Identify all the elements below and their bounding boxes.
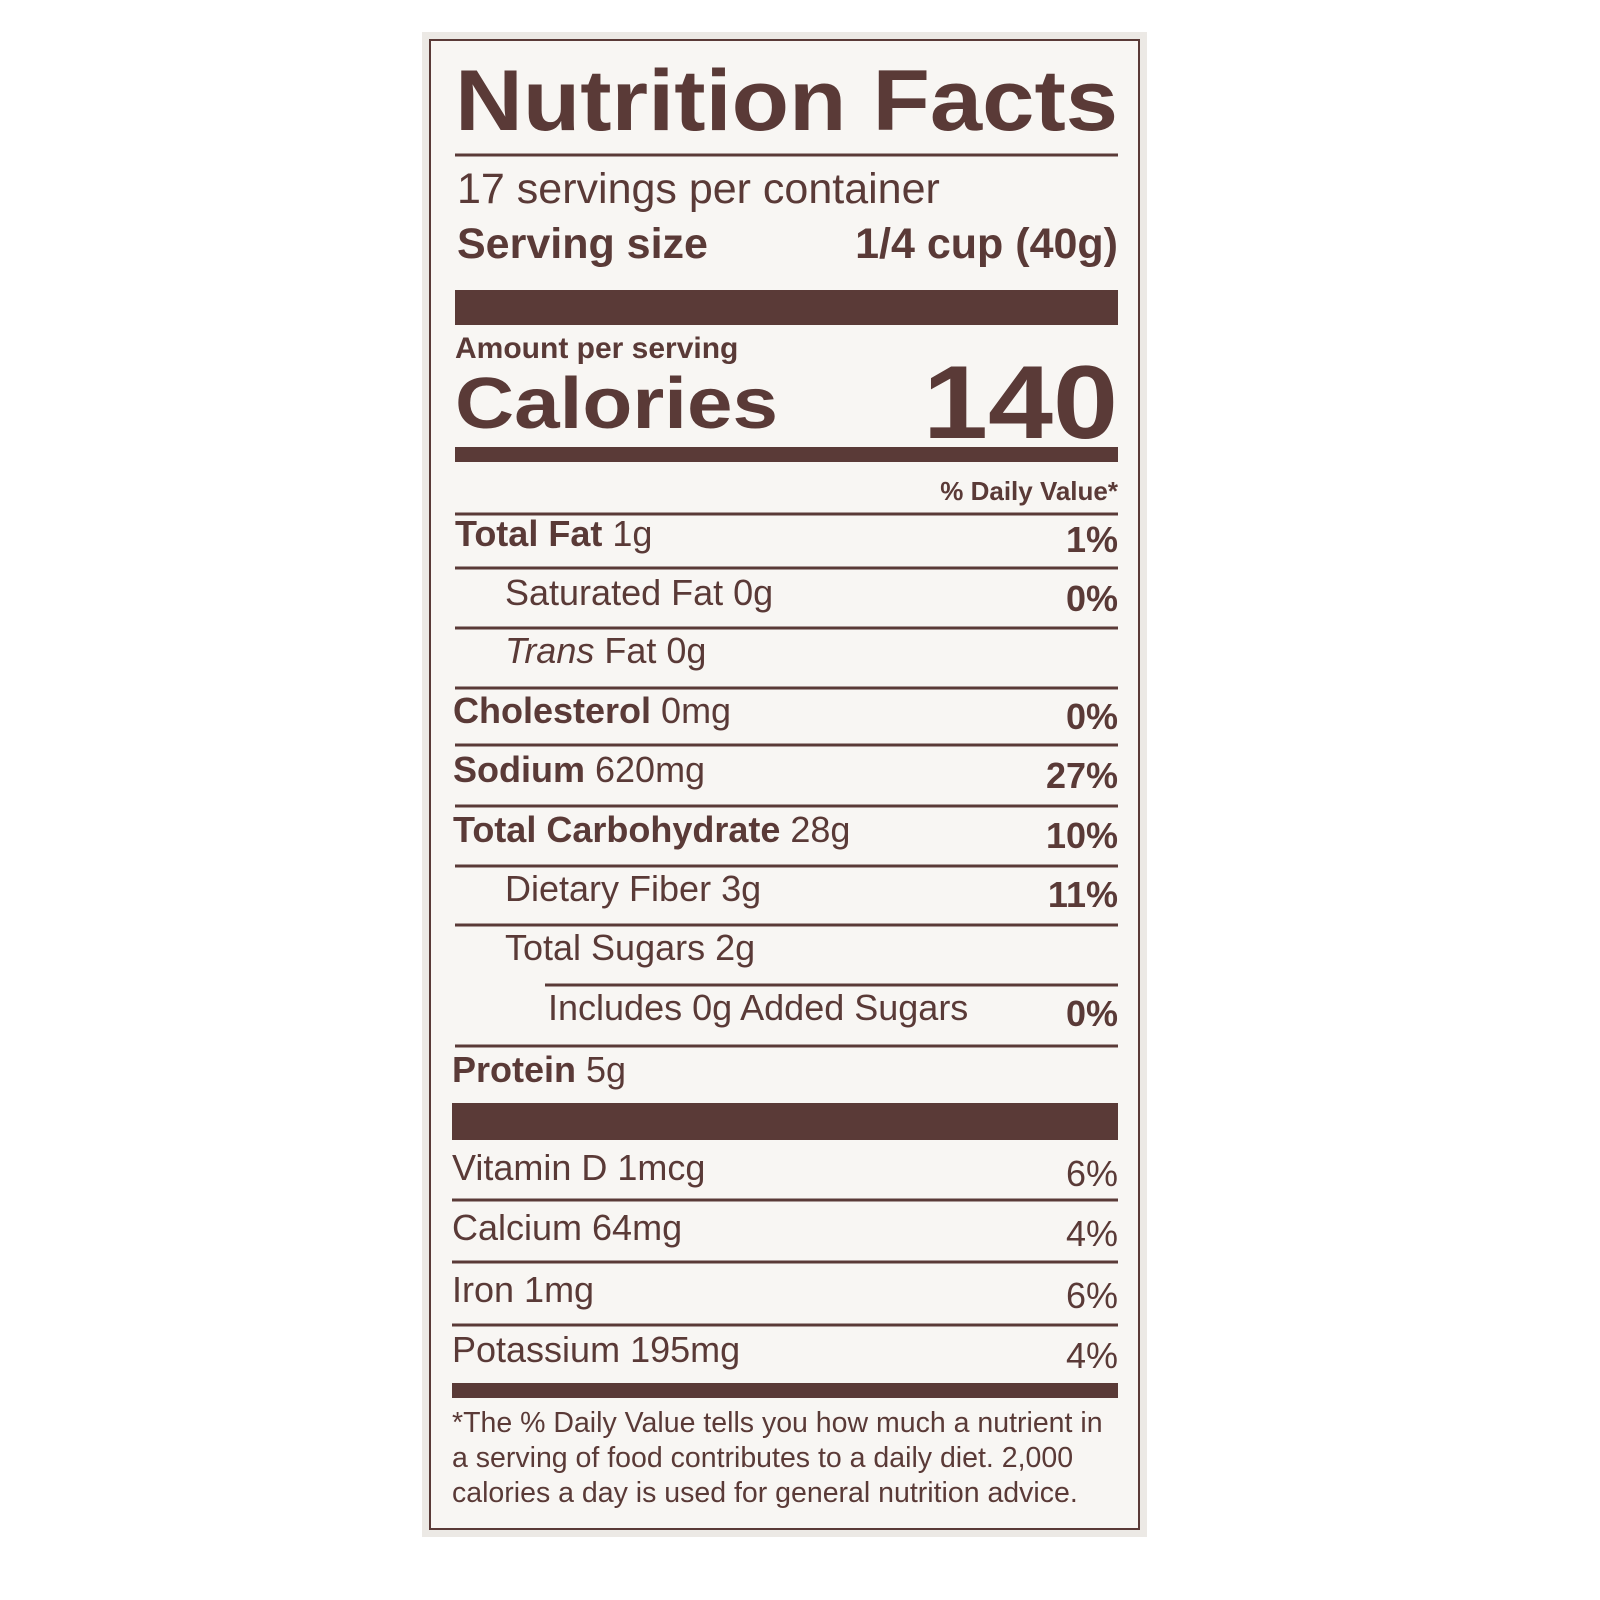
footnote-line: *The % Daily Value tells you how much a …	[452, 1407, 1103, 1439]
row-text: Iron 1mg	[452, 1269, 594, 1310]
servings: 17 servings per container	[457, 165, 940, 213]
thick-bar	[455, 290, 1118, 325]
nutrient-name: Includes 0g Added Sugars	[548, 987, 968, 1028]
row-text: Cholesterol 0mg	[453, 690, 731, 731]
daily-value: 4%	[1066, 1335, 1118, 1376]
nutrient-name: Calcium	[452, 1207, 582, 1248]
nutrient-name: Potassium	[452, 1329, 620, 1370]
daily-value: 0%	[1066, 578, 1118, 619]
row-text: Saturated Fat 0g	[505, 572, 773, 613]
row-text: Total Sugars 2g	[505, 927, 755, 968]
daily-value-header: % Daily Value*	[940, 476, 1119, 506]
daily-value: 27%	[1046, 755, 1118, 796]
serving-size-label: Serving size	[457, 220, 708, 268]
thick-bar	[452, 1103, 1118, 1140]
nutrient-name: Dietary Fiber	[505, 868, 711, 909]
nutrient-amount: 3g	[721, 868, 761, 909]
nutrient-name: Iron	[452, 1269, 514, 1310]
daily-value: 6%	[1066, 1153, 1118, 1194]
calories-value: 140	[923, 345, 1118, 461]
nutrient-amount: 28g	[790, 809, 850, 850]
nutrient-name: Trans	[505, 630, 594, 671]
nutrient-amount: 1mg	[524, 1269, 594, 1310]
nutrient-name: Total Carbohydrate	[453, 809, 780, 850]
row-text: Calcium 64mg	[452, 1207, 682, 1248]
row-text: Protein 5g	[452, 1049, 626, 1090]
daily-value: 10%	[1046, 815, 1118, 856]
row-text: Vitamin D 1mcg	[452, 1147, 705, 1188]
nutrient-amount: 2g	[715, 927, 755, 968]
daily-value: 0%	[1066, 696, 1118, 737]
row-text: Includes 0g Added Sugars	[548, 987, 968, 1028]
nutrient-name: Vitamin D	[452, 1147, 607, 1188]
medium-bar	[452, 1383, 1118, 1398]
nutrient-amount: 0mg	[661, 690, 731, 731]
nutrient-name: Sodium	[453, 749, 585, 790]
nutrient-amount: 0g	[733, 572, 773, 613]
nutrient-amount: 620mg	[595, 749, 705, 790]
daily-value: 1%	[1066, 519, 1118, 560]
row-text: Total Fat 1g	[455, 513, 652, 554]
nutrient-amount: 5g	[586, 1049, 626, 1090]
nutrient-name: Total Fat	[455, 513, 602, 554]
label-border	[429, 39, 1140, 1530]
daily-value: 4%	[1066, 1213, 1118, 1254]
calories-label: Calories	[455, 364, 778, 444]
row-text: Trans Fat 0g	[505, 630, 706, 671]
row-text: Dietary Fiber 3g	[505, 868, 761, 909]
row-text: Total Carbohydrate 28g	[453, 809, 850, 850]
nutrient-name: Total Sugars	[505, 927, 705, 968]
nutrient-amount: Fat 0g	[604, 630, 706, 671]
amount-per-serving: Amount per serving	[455, 332, 738, 365]
medium-bar	[455, 447, 1118, 462]
footnote-line: a serving of food contributes to a daily…	[452, 1442, 1073, 1474]
nutrient-amount: 1mcg	[617, 1147, 705, 1188]
nutrient-name: Protein	[452, 1049, 576, 1090]
footnote-line: calories a day is used for general nutri…	[452, 1477, 1078, 1509]
serving-size-value: 1/4 cup (40g)	[855, 220, 1118, 268]
nutrient-name: Saturated Fat	[505, 572, 723, 613]
row-text: Sodium 620mg	[453, 749, 705, 790]
nutrient-amount: 1g	[612, 513, 652, 554]
nutrient-amount: 64mg	[592, 1207, 682, 1248]
title: Nutrition Facts	[455, 53, 1118, 149]
row-text: Potassium 195mg	[452, 1329, 740, 1370]
nutrient-amount: 195mg	[630, 1329, 740, 1370]
daily-value: 0%	[1066, 993, 1118, 1034]
daily-value: 6%	[1066, 1275, 1118, 1316]
daily-value: 11%	[1048, 874, 1118, 915]
nutrient-name: Cholesterol	[453, 690, 651, 731]
